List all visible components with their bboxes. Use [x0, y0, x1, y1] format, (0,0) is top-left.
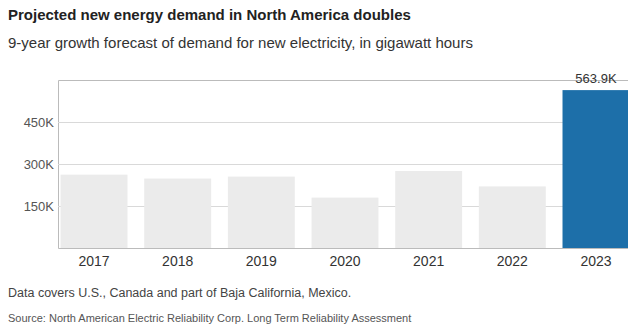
grid-line	[58, 164, 628, 165]
bar	[395, 171, 462, 248]
bars	[61, 90, 628, 248]
grid-line	[58, 122, 628, 123]
title: Projected new energy demand in North Ame…	[8, 6, 411, 23]
y-axis-line	[59, 81, 629, 249]
x-tick-label: 2017	[78, 253, 109, 269]
x-tick-label: 2022	[497, 253, 528, 269]
x-tick-label: 2020	[329, 253, 360, 269]
data-label: 563.9K	[575, 71, 617, 86]
bar	[144, 179, 211, 248]
bar	[479, 186, 546, 248]
x-tick: 2023	[580, 253, 611, 269]
x-axis: 2017 2018 2019 2020 2021 2022 2023	[78, 253, 611, 269]
data-labels: 563.9K	[575, 71, 617, 86]
y-tick-label: 150K	[24, 199, 55, 214]
x-tick: 2017	[78, 253, 109, 269]
chart-svg: Projected new energy demand in North Ame…	[0, 0, 640, 336]
note: Data covers U.S., Canada and part of Baj…	[8, 286, 351, 300]
chart-container: Projected new energy demand in North Ame…	[0, 0, 640, 336]
y-tick-label: 450K	[24, 115, 55, 130]
y-tick-label: 300K	[24, 157, 55, 172]
y-tick: 450K	[24, 115, 628, 130]
x-tick-label: 2021	[413, 253, 444, 269]
x-tick-label: 2023	[580, 253, 611, 269]
x-tick: 2021	[413, 253, 444, 269]
x-tick: 2019	[246, 253, 277, 269]
bar	[312, 198, 379, 248]
x-tick: 2018	[162, 253, 193, 269]
x-tick: 2020	[329, 253, 360, 269]
y-axis: 150K 300K 450K	[24, 81, 628, 249]
bar	[563, 90, 628, 248]
y-tick: 300K	[24, 157, 628, 172]
source: Source: North American Electric Reliabil…	[8, 312, 411, 324]
x-tick-label: 2019	[246, 253, 277, 269]
bar	[228, 177, 295, 248]
bar	[61, 175, 128, 248]
x-tick-label: 2018	[162, 253, 193, 269]
x-tick: 2022	[497, 253, 528, 269]
subtitle: 9-year growth forecast of demand for new…	[8, 34, 473, 51]
